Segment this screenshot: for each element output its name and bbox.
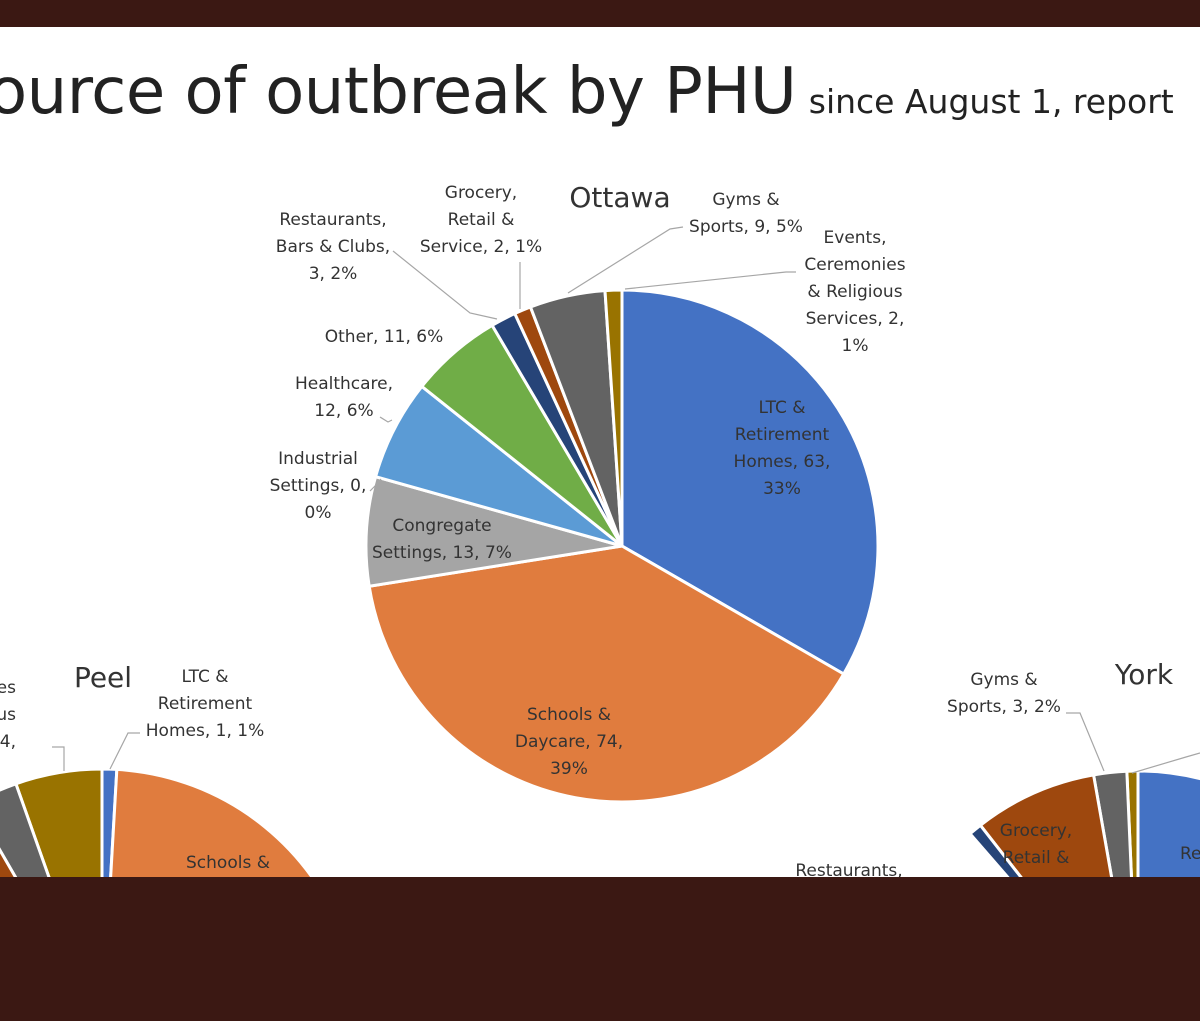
- charts-canvas: Ottawa LTC & Retirement Homes, 63, 33% Schoo…: [0, 181, 1200, 877]
- data-label-ottawa-events-ceremonies-religious-services-line: Ceremonies: [804, 255, 905, 275]
- data-label-ottawa-other: Other, 11, 6%: [325, 327, 444, 347]
- data-label-ottawa-restaurants-bars-clubs: Restaurants, Bars & Clubs, 3, 2%: [276, 210, 390, 284]
- data-label-ottawa-events-ceremonies-religious-services-line: & Religious: [807, 282, 902, 302]
- data-label-york-0-line: Gyms &: [970, 670, 1037, 690]
- leader-line-healthcare: [379, 416, 393, 423]
- data-label-ottawa-ltc-retirement-homes-line: LTC &: [758, 398, 805, 418]
- data-label-ottawa-gyms-sports-line: Gyms &: [712, 190, 779, 210]
- pie-slice-york-grocery-retail: [978, 773, 1114, 877]
- pie-slice-york-slice: [1136, 769, 1200, 877]
- pie-chart-york: York Gyms & Sports, 3, 2% Grocery, Retail &…: [795, 658, 1200, 877]
- data-label-york-2-line: Restaurants,: [795, 861, 902, 877]
- pie-chart-ottawa: Ottawa LTC & Retirement Homes, 63, 33% Schoo…: [270, 181, 906, 804]
- chart-title-ottawa: Ottawa: [569, 181, 670, 214]
- slide: ource of outbreak by PHU since August 1,…: [0, 27, 1200, 877]
- data-label-ottawa-schools-daycare: Schools & Daycare, 74, 39%: [515, 705, 623, 779]
- data-label-ottawa-gyms-sports: Gyms & Sports, 9, 5%: [689, 190, 803, 237]
- data-label-peel-0-line: Homes, 1, 1%: [146, 721, 264, 741]
- data-label-ottawa-restaurants-bars-clubs-line: Bars & Clubs,: [276, 237, 390, 257]
- data-label-york-1-line: Grocery,: [1000, 821, 1072, 841]
- leader-line-peel-ltc: [109, 732, 140, 770]
- data-label-peel-2-line: us: [0, 705, 16, 725]
- data-label-ottawa-gyms-sports-line: Sports, 9, 5%: [689, 217, 803, 237]
- data-label-peel-0-line: Retirement: [158, 694, 253, 714]
- pie-slice-ottawa-ltc-retirement-homes: [620, 288, 880, 676]
- leader-line-york-events: [1131, 752, 1200, 774]
- leader-line-industrial: [369, 478, 382, 492]
- data-label-peel-1: Schools &: [186, 853, 270, 873]
- data-label-ottawa-congregate-settings-line: Settings, 13, 7%: [372, 543, 512, 563]
- data-label-york-3: Re: [1180, 844, 1200, 864]
- leader-line-events: [624, 271, 796, 290]
- data-label-ottawa-industrial-settings-line: Industrial: [278, 449, 358, 469]
- pie-slice-ottawa-congregate-settings: [364, 475, 624, 588]
- pie-slice-york-restaurants: [968, 823, 1023, 877]
- data-label-ottawa-events-ceremonies-religious-services-line: 1%: [842, 336, 869, 356]
- data-label-york-0: Gyms & Sports, 3, 2%: [947, 670, 1061, 717]
- leader-line-york-gyms: [1066, 712, 1105, 772]
- pie-slice-ottawa-events-ceremonies-religious-services: [603, 288, 624, 548]
- leader-line-gyms: [567, 226, 684, 294]
- data-label-ottawa-ltc-retirement-homes-line: 33%: [763, 479, 801, 499]
- data-label-york-1: Grocery, Retail &: [1000, 821, 1072, 868]
- leader-line-restaurants: [392, 250, 498, 320]
- pie-slice-ottawa-schools-daycare: [367, 544, 846, 804]
- data-label-ottawa-schools-daycare-line: Schools &: [527, 705, 611, 725]
- data-label-ottawa-events-ceremonies-religious-services: Events, Ceremonies & Religious Services, 2,…: [804, 228, 905, 356]
- data-label-york-3-line: Re: [1180, 844, 1200, 864]
- data-label-ottawa-grocery-retail-service-line: Retail &: [448, 210, 515, 230]
- data-label-ottawa-industrial-settings: Industrial Settings, 0, 0%: [270, 449, 367, 523]
- data-label-peel-2: es us 4,: [0, 678, 16, 752]
- data-label-ottawa-schools-daycare-line: Daycare, 74,: [515, 732, 623, 752]
- data-label-ottawa-events-ceremonies-religious-services-line: Events,: [824, 228, 887, 248]
- data-label-york-0-line: Sports, 3, 2%: [947, 697, 1061, 717]
- data-label-peel-2-line: es: [0, 678, 16, 698]
- pie-slice-peel-slice: [0, 847, 18, 877]
- data-label-peel-0: LTC & Retirement Homes, 1, 1%: [146, 667, 264, 741]
- data-label-ottawa-healthcare-line: Healthcare,: [295, 374, 393, 394]
- slide-title-main: ource of outbreak by PHU: [0, 55, 797, 129]
- data-label-ottawa-ltc-retirement-homes-line: Homes, 63,: [734, 452, 831, 472]
- data-label-ottawa-events-ceremonies-religious-services-line: Services, 2,: [806, 309, 905, 329]
- data-label-ottawa-congregate-settings-line: Congregate: [392, 516, 491, 536]
- data-label-ottawa-grocery-retail-service-line: Grocery,: [445, 183, 517, 203]
- data-label-peel-1-line: Schools &: [186, 853, 270, 873]
- pie-slice-peel-slice: [0, 782, 51, 877]
- data-label-ottawa-ltc-retirement-homes-line: Retirement: [735, 425, 830, 445]
- chart-title-york: York: [1114, 658, 1174, 691]
- data-label-york-1-line: Retail &: [1003, 848, 1070, 868]
- data-label-ottawa-grocery-retail-service-line: Service, 2, 1%: [420, 237, 542, 257]
- data-label-ottawa-healthcare: Healthcare, 12, 6%: [295, 374, 393, 421]
- pie-chart-peel: Peel LTC & Retirement Homes, 1, 1% Schools …: [0, 661, 314, 877]
- slide-title-subtitle: since August 1, report: [808, 82, 1174, 121]
- data-label-peel-0-line: LTC &: [181, 667, 228, 687]
- data-label-ottawa-industrial-settings-line: 0%: [305, 503, 332, 523]
- data-label-ottawa-restaurants-bars-clubs-line: Restaurants,: [279, 210, 386, 230]
- chart-title-peel: Peel: [74, 661, 132, 694]
- leader-line-peel-events: [52, 746, 65, 771]
- data-label-ottawa-restaurants-bars-clubs-line: 3, 2%: [309, 264, 358, 284]
- data-label-ottawa-schools-daycare-line: 39%: [550, 759, 588, 779]
- data-label-peel-2-line: 4,: [0, 732, 16, 752]
- data-label-york-2: Restaurants,: [795, 861, 902, 877]
- data-label-ottawa-grocery-retail-service: Grocery, Retail & Service, 2, 1%: [420, 183, 542, 257]
- data-label-ottawa-ltc-retirement-homes: LTC & Retirement Homes, 63, 33%: [734, 398, 831, 499]
- data-label-ottawa-congregate-settings: Congregate Settings, 13, 7%: [372, 516, 512, 563]
- data-label-ottawa-healthcare-line: 12, 6%: [314, 401, 373, 421]
- data-label-ottawa-industrial-settings-line: Settings, 0,: [270, 476, 367, 496]
- data-label-ottawa-other-line: Other, 11, 6%: [325, 327, 444, 347]
- slide-title: ource of outbreak by PHU since August 1,…: [0, 55, 1174, 129]
- pie-slice-peel-schools-daycare: [109, 767, 314, 877]
